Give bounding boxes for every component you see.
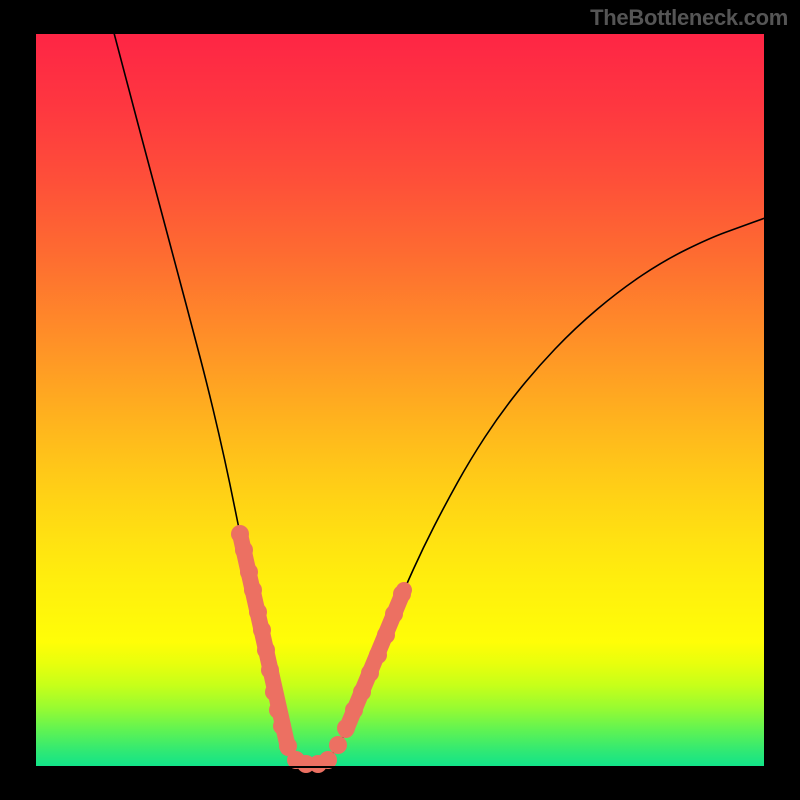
marker-dot [269,701,287,719]
marker-dot [231,525,249,543]
marker-dot [265,683,283,701]
marker-dot [261,661,279,679]
marker-dot [253,621,271,639]
marker-dot [385,605,403,623]
marker-dot [361,664,379,682]
marker-dot [235,541,253,559]
marker-dot [249,603,267,621]
marker-dot [244,581,262,599]
marker-dot [377,626,395,644]
gradient-background [35,33,765,767]
bottleneck-chart [0,0,800,800]
marker-dot [273,717,291,735]
marker-dot [337,719,355,737]
marker-dot [240,563,258,581]
marker-dot [329,736,347,754]
marker-dot [257,641,275,659]
marker-dot [393,585,411,603]
marker-dot [353,683,371,701]
marker-dot [345,701,363,719]
watermark-text: TheBottleneck.com [590,5,788,31]
marker-dot [369,646,387,664]
